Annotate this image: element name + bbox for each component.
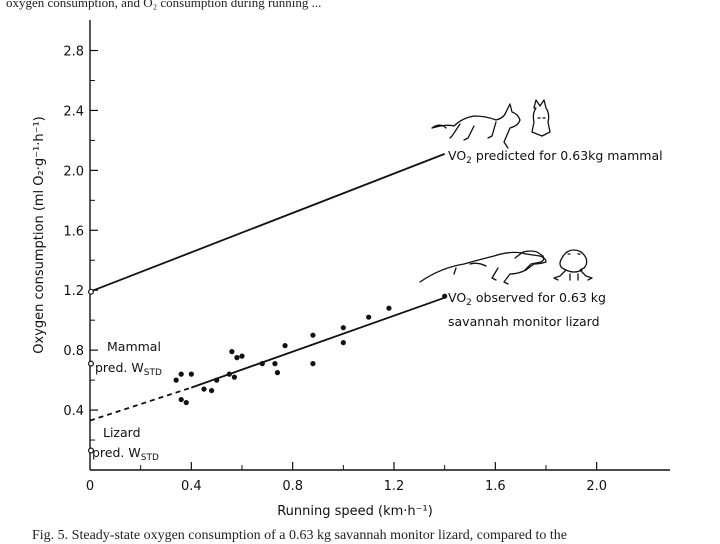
data-point [310, 361, 316, 367]
data-point [274, 370, 281, 376]
annotation-mammal-pred2: pred. WSTD [95, 360, 162, 378]
annotation-mammal-pred1: Mammal [107, 339, 161, 354]
data-point [366, 314, 372, 320]
data-point [229, 349, 235, 355]
axes [89, 20, 670, 471]
axis-ticks: 0 0.4 0.8 1.2 1.6 2.0 0.4 0.8 1.2 1.6 2.0 2.4 2.8 Run… [32, 45, 607, 519]
data-point [178, 371, 184, 377]
cat-icon [431, 99, 551, 149]
y-axis-marker [87, 360, 94, 367]
data-point [209, 387, 215, 394]
axis-markers [87, 288, 94, 454]
y-tick-label: 1.2 [63, 284, 84, 299]
y-axis-title: Oxygen consumption (ml O₂·g⁻¹·h⁻¹) [32, 116, 47, 353]
data-point [386, 305, 392, 311]
annotation-lizard-pred1: Lizard [103, 425, 141, 440]
annotation-lizard-pred2: pred. WSTD [92, 445, 159, 463]
data-point [226, 371, 232, 377]
data-point [188, 371, 194, 377]
data-point [310, 332, 316, 338]
annotation-mammal: VO2 predicted for 0.63kg mammal [448, 148, 663, 166]
data-point [340, 340, 346, 346]
y-axis-marker [87, 288, 94, 295]
caption-top: oxygen consumption, and O₂ consumption d… [6, 0, 322, 10]
y-tick-label: 0.4 [63, 404, 84, 419]
data-point [259, 361, 265, 367]
annotation-lizard1: VO2 observed for 0.63 kg [448, 290, 606, 308]
regression-lines [89, 153, 445, 422]
data-point [178, 396, 184, 403]
series-line [191, 296, 445, 389]
monitor-lizard-icon [419, 250, 547, 285]
data-point [442, 293, 448, 299]
caption-bottom: Fig. 5. Steady-state oxygen consumption … [32, 528, 567, 543]
frog-icon [553, 249, 593, 281]
series-line [89, 153, 445, 293]
x-tick-label: 1.6 [485, 479, 506, 494]
annotation-lizard2: savannah monitor lizard [448, 314, 600, 329]
data-point [239, 353, 245, 359]
data-points [173, 293, 448, 406]
x-tick-label: 2.0 [586, 479, 607, 494]
y-tick-label: 2.8 [63, 45, 84, 60]
data-point [272, 361, 278, 367]
y-tick-label: 1.6 [63, 224, 84, 239]
annotations: VO2 predicted for 0.63kg mammal VO2 obser… [92, 148, 663, 463]
data-point [173, 377, 179, 383]
y-axis-marker [87, 447, 94, 454]
data-point [340, 325, 346, 331]
data-point [282, 343, 288, 349]
x-tick-label: 0.8 [282, 479, 303, 494]
x-tick-label: 0 [86, 479, 94, 494]
x-tick-label: 1.2 [384, 479, 405, 494]
y-tick-label: 2.4 [63, 104, 84, 119]
data-point [214, 377, 220, 383]
x-axis-title: Running speed (km·h⁻¹) [277, 504, 433, 519]
data-point [231, 374, 237, 380]
data-point [234, 355, 240, 361]
series-line [89, 386, 192, 422]
y-tick-label: 0.8 [63, 344, 84, 359]
data-point [201, 386, 207, 392]
data-point [183, 399, 189, 406]
x-tick-label: 0.4 [181, 479, 202, 494]
y-tick-label: 2.0 [63, 164, 84, 179]
